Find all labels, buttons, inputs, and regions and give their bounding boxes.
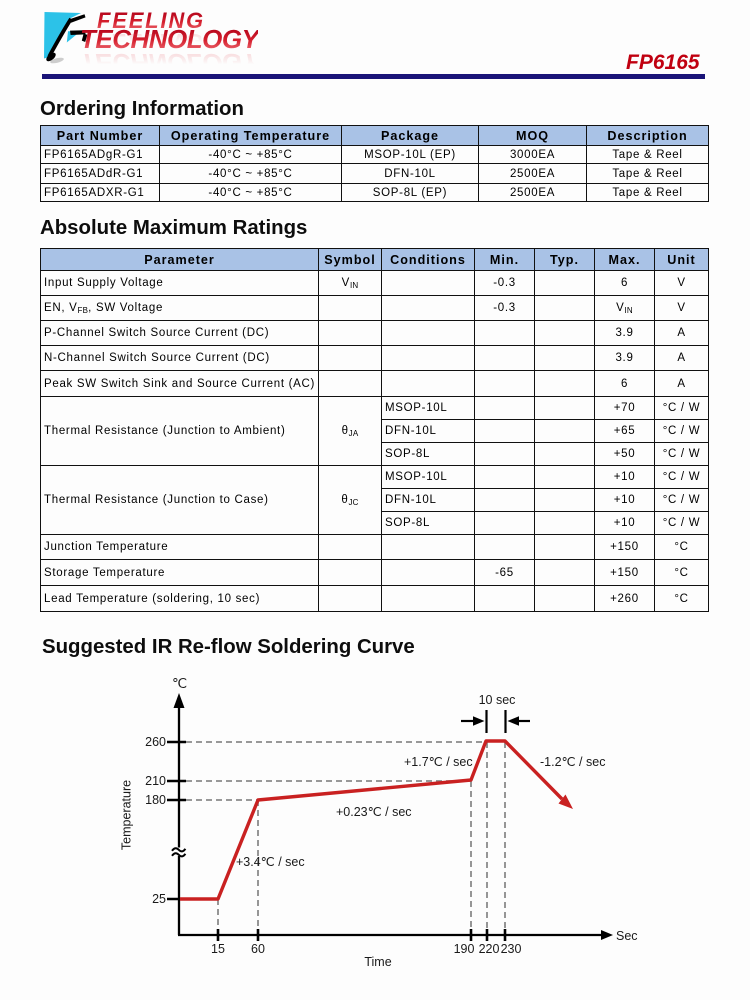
svg-text:15: 15 <box>211 942 225 956</box>
svg-text:Temperature: Temperature <box>120 780 134 850</box>
svg-text:+1.7℃ / sec: +1.7℃ / sec <box>404 755 473 769</box>
svg-text:+0.23℃ / sec: +0.23℃ / sec <box>336 805 412 819</box>
svg-text:190: 190 <box>454 942 475 956</box>
svg-text:10 sec: 10 sec <box>479 693 516 707</box>
svg-text:Time: Time <box>364 955 391 969</box>
svg-text:℃: ℃ <box>172 676 187 691</box>
svg-text:180: 180 <box>145 793 166 807</box>
svg-text:210: 210 <box>145 774 166 788</box>
svg-text:220: 220 <box>479 942 500 956</box>
svg-text:60: 60 <box>251 942 265 956</box>
svg-text:230: 230 <box>501 942 522 956</box>
svg-text:260: 260 <box>145 735 166 749</box>
svg-text:25: 25 <box>152 892 166 906</box>
svg-text:-1.2℃ / sec: -1.2℃ / sec <box>540 755 605 769</box>
svg-text:Sec: Sec <box>616 929 638 943</box>
svg-text:+3.4℃ / sec: +3.4℃ / sec <box>236 855 305 869</box>
